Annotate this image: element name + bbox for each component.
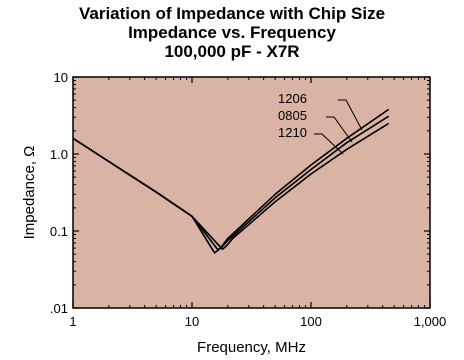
plot-frame: [72, 76, 431, 309]
chart-title-block: Variation of Impedance with Chip Size Im…: [0, 4, 464, 61]
series-label-1210: 1210: [278, 125, 307, 140]
y-tick-label: .01: [50, 301, 68, 316]
plot-area: [73, 77, 430, 308]
x-tick-label: 10: [185, 314, 199, 329]
y-axis-label: Impedance, Ω: [21, 146, 38, 240]
series-label-layer: 1206 0805 1210: [278, 91, 363, 155]
series-layer: [72, 108, 390, 254]
y-tick-label: 0.1: [50, 224, 68, 239]
series-label-1206: 1206: [278, 91, 307, 106]
chart-subtitle: Impedance vs. Frequency: [128, 23, 336, 42]
chart-title: Variation of Impedance with Chip Size: [78, 4, 386, 23]
series-label-0805: 0805: [278, 108, 307, 123]
series-leader-1206: [338, 99, 363, 131]
x-tick-label: 1,000: [414, 314, 447, 329]
x-tick-label: 1: [69, 314, 76, 329]
series-leader-1210: [314, 133, 344, 155]
x-tick-label: 100: [300, 314, 322, 329]
series-leader-0805: [326, 116, 353, 143]
chart-subtitle-2: 100,000 pF - X7R: [164, 42, 300, 61]
tick-layer: 1 10 100 1,000 .01 0.1 1.0 10: [50, 70, 446, 329]
y-tick-label: 1.0: [50, 147, 68, 162]
y-tick-label: 10: [54, 70, 68, 85]
x-axis-label: Frequency, MHz: [197, 339, 306, 356]
series-line-1210: [72, 122, 390, 250]
